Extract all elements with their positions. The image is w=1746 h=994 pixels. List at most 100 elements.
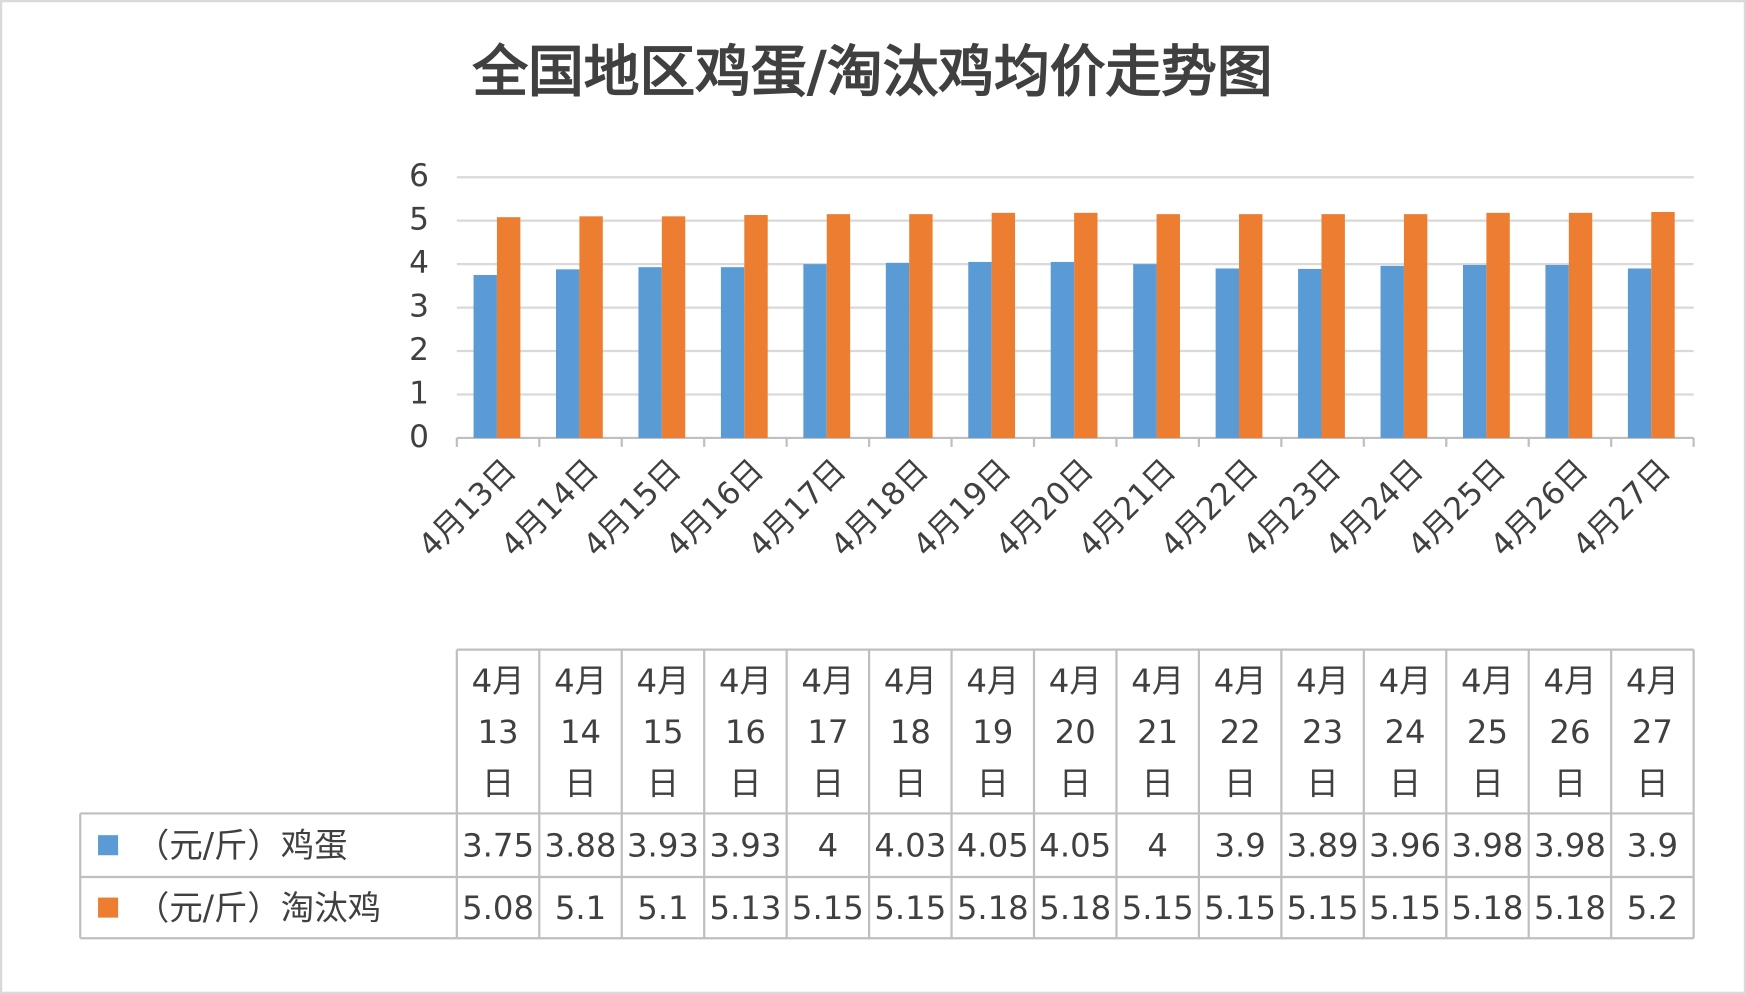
bar — [1074, 212, 1098, 438]
table-value: 4.05 — [1039, 826, 1111, 864]
table-value: 3.75 — [462, 826, 534, 864]
table-header-cell: 4月15日 — [636, 661, 690, 803]
table-header-text: 4月16日 — [718, 661, 772, 803]
table-header-cell: 4月27日 — [1625, 661, 1679, 803]
y-tick-label: 6 — [409, 158, 429, 194]
table-header-cell: 4月26日 — [1543, 661, 1597, 803]
table-header-cell: 4月13日 — [471, 661, 525, 803]
y-tick-label: 2 — [409, 332, 429, 368]
bar — [1050, 261, 1075, 438]
table-header-text: 4月24日 — [1378, 661, 1432, 803]
bar — [1133, 264, 1157, 438]
table-header-text: 4月17日 — [801, 661, 855, 803]
table-header-text: 4月15日 — [636, 661, 690, 803]
y-tick-label: 0 — [409, 419, 429, 455]
bar — [1486, 212, 1510, 438]
table-value: 5.15 — [874, 889, 946, 927]
table-value: 3.9 — [1214, 826, 1265, 864]
bar — [1156, 214, 1180, 438]
bar — [991, 212, 1016, 438]
legend-swatch — [98, 897, 119, 918]
legend-swatch — [98, 835, 119, 856]
table-value: 4 — [1147, 826, 1168, 864]
table-value: 3.89 — [1287, 826, 1359, 864]
bar — [1462, 264, 1487, 438]
table-value: 5.18 — [957, 889, 1029, 927]
table-header-text: 4月22日 — [1213, 661, 1267, 803]
bar — [1545, 264, 1569, 438]
table-value: 5.18 — [1039, 889, 1111, 927]
table-value: 5.15 — [1369, 889, 1441, 927]
y-tick-label: 5 — [409, 202, 429, 238]
table-header-cell: 4月16日 — [718, 661, 772, 803]
table-value: 5.2 — [1627, 889, 1678, 927]
table-header-cell: 4月20日 — [1048, 661, 1102, 803]
bar — [1298, 268, 1322, 438]
y-tick-label: 4 — [409, 245, 429, 281]
table-value: 3.98 — [1452, 826, 1524, 864]
bar — [885, 262, 910, 438]
table-value: 3.93 — [627, 826, 699, 864]
table-value: 3.96 — [1369, 826, 1441, 864]
bar — [1651, 211, 1675, 438]
table-header-cell: 4月23日 — [1296, 662, 1349, 802]
table-header-cell: 4月14日 — [554, 661, 607, 803]
table-header-text: 4月13日 — [471, 661, 525, 803]
bar — [1568, 212, 1593, 438]
table-header-text: 4月20日 — [1048, 661, 1102, 803]
table-header-text: 4月21日 — [1131, 661, 1185, 803]
bar — [661, 216, 686, 438]
bar — [638, 267, 662, 438]
table-value: 5.1 — [637, 889, 688, 927]
table-header-cell: 4月21日 — [1131, 661, 1185, 803]
bar — [744, 215, 768, 438]
table-value: 4.03 — [874, 826, 946, 864]
table-value: 3.93 — [709, 826, 781, 864]
table-value: 5.15 — [1204, 889, 1276, 927]
bar — [1627, 268, 1652, 438]
table-value: 5.15 — [1122, 889, 1194, 927]
table-header-text: 4月27日 — [1625, 661, 1679, 803]
table-header-cell: 4月17日 — [801, 661, 855, 803]
table-value: 5.15 — [792, 889, 864, 927]
table-value: 5.18 — [1452, 889, 1524, 927]
table-header-cell: 4月22日 — [1213, 661, 1267, 803]
bar — [556, 269, 580, 438]
table-header-cell: 4月18日 — [883, 661, 937, 803]
bar — [826, 214, 851, 438]
table-header-text: 4月18日 — [883, 661, 937, 803]
bar — [1215, 268, 1240, 438]
legend-label: （元/斤）鸡蛋 — [136, 826, 348, 865]
table-header-cell: 4月24日 — [1378, 661, 1432, 803]
table-value: 3.98 — [1534, 826, 1606, 864]
table-value: 5.08 — [462, 889, 534, 927]
table-header-text: 4月25日 — [1461, 661, 1514, 803]
table-value: 3.88 — [545, 826, 617, 864]
bar — [1321, 214, 1345, 438]
bar — [968, 261, 992, 438]
table-value: 5.18 — [1534, 889, 1606, 927]
table-value: 5.1 — [555, 889, 606, 927]
table-value: 5.13 — [709, 889, 781, 927]
bar — [1380, 265, 1404, 438]
legend-label: （元/斤）淘汰鸡 — [136, 888, 381, 927]
bar — [720, 267, 745, 438]
bar — [1239, 214, 1263, 438]
bar — [496, 217, 521, 438]
table-value: 4 — [818, 826, 839, 864]
table-header-text: 4月19日 — [966, 661, 1020, 803]
bar — [803, 264, 827, 438]
table-header-text: 4月26日 — [1543, 661, 1597, 803]
bar — [473, 274, 497, 438]
table-header-cell: 4月19日 — [966, 661, 1020, 803]
table-value: 5.15 — [1287, 889, 1359, 927]
chart-title: 全国地区鸡蛋/淘汰鸡均价走势图 — [471, 40, 1272, 105]
table-value: 3.9 — [1627, 826, 1678, 864]
table-value: 4.05 — [957, 826, 1029, 864]
y-tick-label: 1 — [409, 375, 429, 411]
table-header-text: 4月14日 — [554, 661, 607, 803]
bar — [579, 216, 603, 438]
bar — [909, 214, 933, 438]
